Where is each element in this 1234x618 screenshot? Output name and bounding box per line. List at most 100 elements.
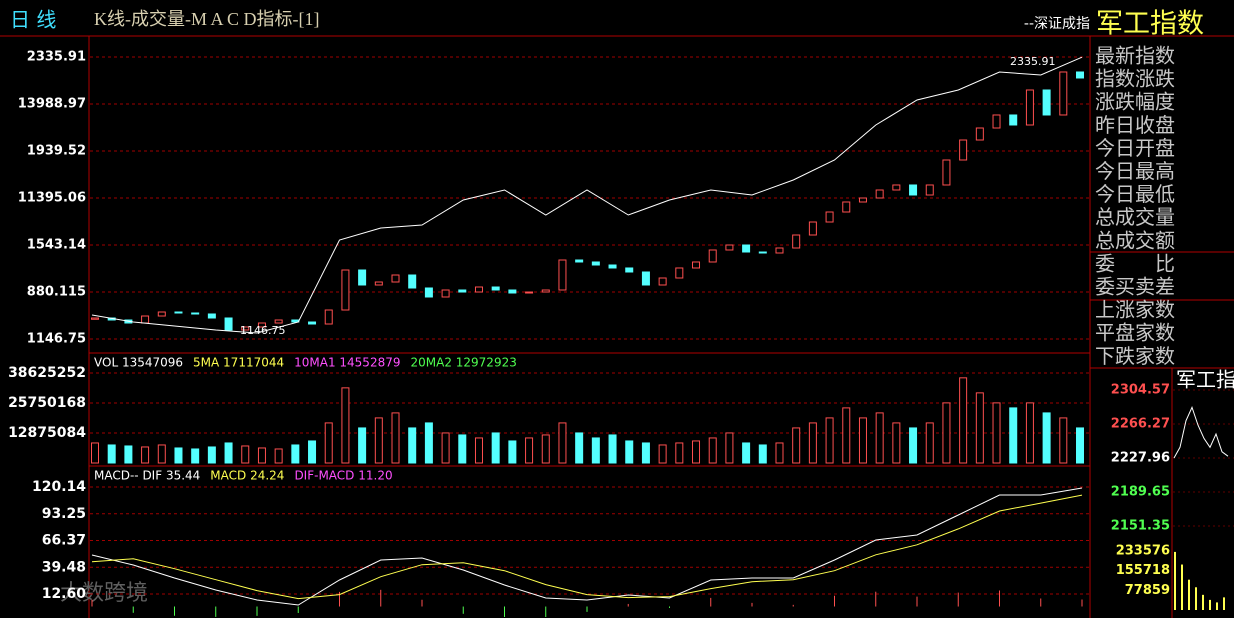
dif-line <box>91 487 1083 606</box>
quote-field: 平盘家数 <box>1095 321 1175 345</box>
macd-legend: MACD-- DIF 35.44 <box>94 469 200 483</box>
candle-body <box>308 321 317 325</box>
y-tick-label: 93.25 <box>42 506 86 522</box>
volume-bar <box>424 422 433 464</box>
period: 日 线 <box>10 8 56 32</box>
candle-body <box>758 251 767 254</box>
mini-volume-label: 77859 <box>1125 583 1170 598</box>
volume-bar <box>658 444 667 464</box>
mini-price-label: 2151.35 <box>1111 519 1170 534</box>
volume-bar <box>191 448 200 464</box>
volume-bar <box>558 422 567 464</box>
volume-bar <box>291 444 300 464</box>
volume-bar <box>1042 412 1051 464</box>
candle-body <box>675 267 684 279</box>
high-annotation: 2335.91 <box>1010 55 1056 68</box>
volume-bar <box>1076 427 1084 464</box>
indicator-title: K线-成交量-M A C D指标-[1] <box>94 9 320 29</box>
volume-bar <box>625 440 634 464</box>
candle-body <box>1059 71 1068 116</box>
volume-bar <box>708 437 717 464</box>
volume-bar <box>441 432 450 464</box>
index-name: 军工指数 <box>1096 9 1204 40</box>
quote-field: 上涨家数 <box>1095 298 1175 322</box>
volume-bar <box>207 446 216 464</box>
y-axis-label: 1543.14 <box>27 238 86 253</box>
candle-body <box>858 197 867 203</box>
volume-bar <box>892 422 901 464</box>
quote-field: 今日开盘 <box>1095 136 1175 160</box>
quote-field: 昨日收盘 <box>1095 113 1175 137</box>
y-tick-label: 120.14 <box>32 479 86 495</box>
candle-body <box>1076 71 1084 79</box>
volume-bar <box>157 444 166 464</box>
y-axis-label: 1939.52 <box>27 144 86 159</box>
candle-body <box>925 184 934 196</box>
y-axis-label: 2335.91 <box>27 50 86 65</box>
volume-bar <box>274 448 283 464</box>
candle-body <box>959 139 968 161</box>
quote-field: 今日最高 <box>1095 159 1175 183</box>
volume-bar <box>474 437 483 464</box>
mini-title: 军工指 <box>1176 368 1234 392</box>
candle-body <box>692 261 701 269</box>
candle-body <box>525 291 534 294</box>
volume-bar <box>775 442 784 464</box>
candle-body <box>1025 89 1034 126</box>
candle-body <box>257 322 266 328</box>
volume-bar <box>909 427 918 464</box>
volume-bar <box>975 392 984 464</box>
candle-body <box>842 201 851 213</box>
candle-body <box>224 317 233 331</box>
candle-body <box>658 277 667 286</box>
candle-body <box>775 247 784 254</box>
candle-body <box>91 317 99 320</box>
volume-legend: 20MA2 12972923 <box>410 356 516 370</box>
candle-body <box>391 274 400 283</box>
candle-body <box>742 244 751 253</box>
y-axis-label: 1146.75 <box>27 332 86 347</box>
mini-volume-label: 233576 <box>1116 544 1170 559</box>
volume-bar <box>675 442 684 464</box>
macd-legend: DIF-MACD 11.20 <box>294 469 392 483</box>
candle-body <box>491 286 500 291</box>
volume-bar <box>141 446 150 464</box>
volume-bar <box>341 387 350 464</box>
candle-body <box>174 311 183 314</box>
quote-field: 下跌家数 <box>1095 344 1175 368</box>
volume-bar <box>591 437 600 464</box>
candle-body <box>1009 114 1018 126</box>
mini-price-line <box>1173 406 1229 459</box>
overlay-index: --深证成指 <box>1024 16 1090 32</box>
volume-bar <box>992 402 1001 464</box>
candle-body <box>942 159 951 186</box>
mini-price-label: 2189.65 <box>1111 485 1170 500</box>
volume-bar <box>875 412 884 464</box>
y-tick-label: 39.48 <box>42 559 86 575</box>
volume-bar <box>808 422 817 464</box>
quote-field: 指数涨跌 <box>1095 67 1175 91</box>
y-tick-label: 12.60 <box>42 586 87 602</box>
candle-body <box>825 211 834 223</box>
macd-line <box>91 494 1083 600</box>
volume-bar <box>641 442 650 464</box>
volume-bar <box>174 447 183 464</box>
candle-body <box>892 184 901 191</box>
volume-bar <box>692 440 701 464</box>
quote-field: 总成交量 <box>1095 205 1175 229</box>
volume-bar <box>1025 402 1034 464</box>
candle-body <box>641 271 650 286</box>
candle-body <box>992 114 1001 129</box>
candle-body <box>558 259 567 291</box>
candle-body <box>725 244 734 251</box>
candle-body <box>458 289 467 293</box>
macd-legend: MACD 24.24 <box>210 469 284 483</box>
quote-field: 今日最低 <box>1095 182 1175 206</box>
volume-bar <box>725 432 734 464</box>
y-tick-label: 12875084 <box>8 425 86 441</box>
volume-bar <box>257 447 266 464</box>
volume-bar <box>224 442 233 464</box>
candle-body <box>241 326 250 331</box>
mini-price-label: 2304.57 <box>1111 383 1170 398</box>
candle-body <box>541 289 550 293</box>
